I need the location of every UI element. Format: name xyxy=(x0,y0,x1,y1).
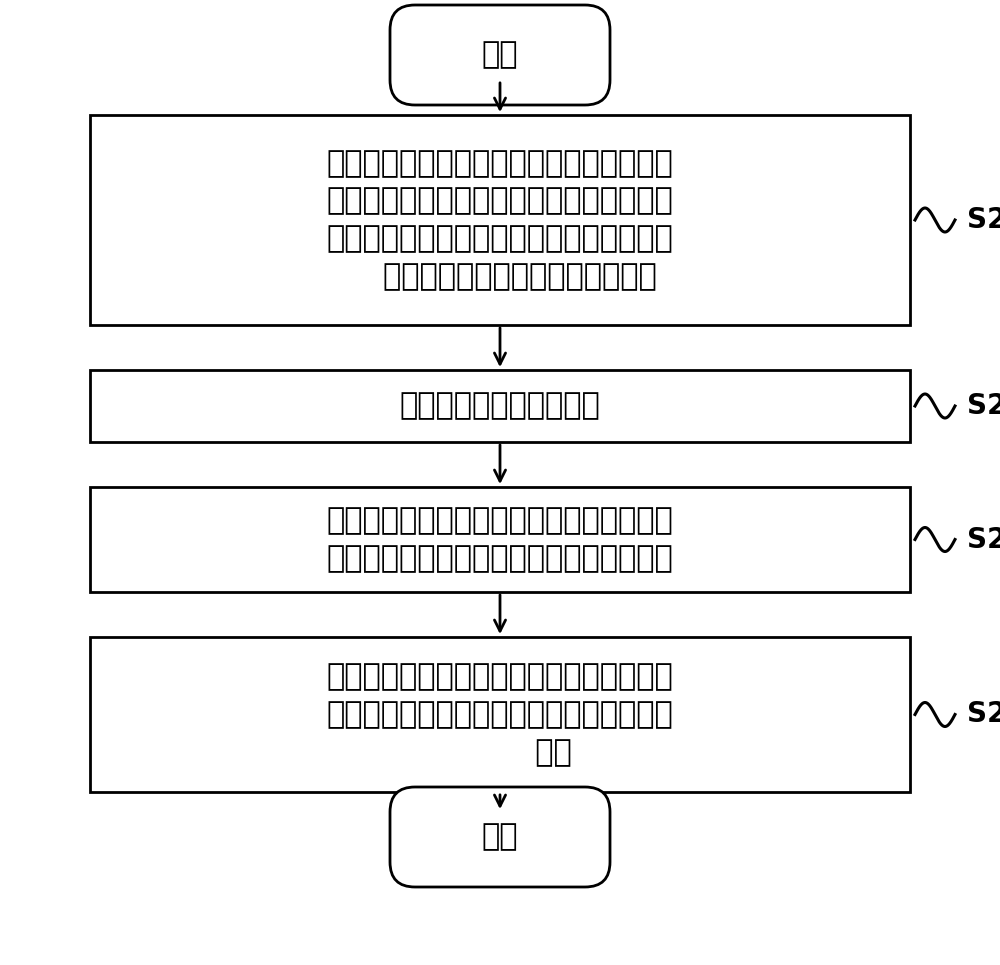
Text: 在判定出所述验证结果表征所述目标券码通
过验证时，将所述确认信息发送至所述第二
           终端: 在判定出所述验证结果表征所述目标券码通 过验证时，将所述确认信息发送至所述第二 … xyxy=(327,662,673,767)
Text: 结束: 结束 xyxy=(482,822,518,851)
FancyBboxPatch shape xyxy=(390,5,610,105)
Bar xyxy=(90,487,910,592)
Bar xyxy=(90,370,910,442)
Text: S21: S21 xyxy=(967,206,1000,234)
Text: S24: S24 xyxy=(967,701,1000,729)
Text: 将所述确认信息进行缓存: 将所述确认信息进行缓存 xyxy=(400,392,600,421)
Bar xyxy=(90,637,910,792)
Bar xyxy=(90,115,910,325)
Text: 获取所述第二终端发送的对所述第一终端中
的所述目标券码进行验证而生成的验证结果: 获取所述第二终端发送的对所述第一终端中 的所述目标券码进行验证而生成的验证结果 xyxy=(327,506,673,573)
Text: 当所述第一终端向所述第二终端发送券码获
取请求并获取所述第二终端基于所述券码获
取请求发送的目标券码时，拦截所述第一终
    端向所述第二终端发出的确认信息: 当所述第一终端向所述第二终端发送券码获 取请求并获取所述第二终端基于所述券码获 … xyxy=(327,149,673,291)
Text: S22: S22 xyxy=(967,392,1000,420)
Text: 开始: 开始 xyxy=(482,41,518,69)
Text: S23: S23 xyxy=(967,526,1000,554)
FancyBboxPatch shape xyxy=(390,787,610,887)
